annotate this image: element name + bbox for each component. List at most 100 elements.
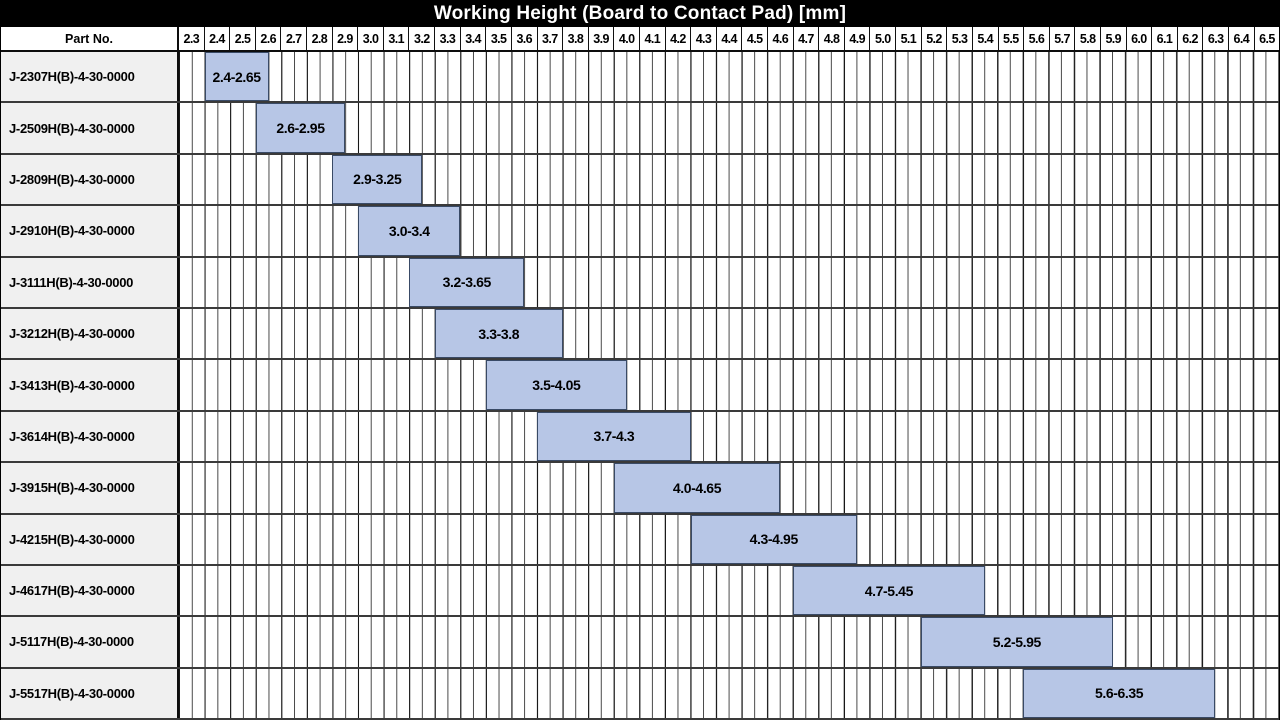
range-bar: 3.0-3.4 bbox=[358, 206, 461, 256]
axis-tick-label: 6.0 bbox=[1125, 27, 1152, 50]
range-bar: 5.6-6.35 bbox=[1023, 668, 1216, 719]
range-bar: 2.6-2.95 bbox=[255, 103, 346, 153]
axis-tick-label: 2.3 bbox=[183, 31, 200, 46]
range-bar-label: 2.6-2.95 bbox=[276, 120, 325, 137]
range-bar-label: 4.7-5.45 bbox=[864, 582, 914, 599]
table-row: J-3212H(B)-4-30-0000 3.3-3.8 bbox=[1, 308, 1279, 361]
axis-tick-label: 5.1 bbox=[895, 27, 921, 50]
range-bar: 5.2-5.95 bbox=[920, 617, 1113, 667]
axis-tick-label: 3.2 bbox=[408, 27, 434, 50]
part-no-column-header: Part No. bbox=[1, 27, 179, 50]
axis-tick-label: 2.6 bbox=[254, 27, 281, 50]
range-bar: 3.7-4.3 bbox=[537, 411, 691, 462]
axis-tick-label: 4.6 bbox=[767, 27, 793, 50]
axis-tick-label: 3.5 bbox=[485, 27, 511, 50]
chart-title-bar: Working Height (Board to Contact Pad) [m… bbox=[1, 0, 1279, 27]
part-number: J-3111H(B)-4-30-0000 bbox=[1, 257, 179, 307]
row-grid: 3.7-4.3 bbox=[179, 411, 1279, 462]
table-row: J-3413H(B)-4-30-0000 3.5-4.05 bbox=[1, 360, 1279, 412]
axis-tick-label: 5.3 bbox=[946, 27, 972, 50]
range-bar-label: 2.4-2.65 bbox=[212, 68, 261, 85]
axis-tick-label: 5.7 bbox=[1048, 27, 1075, 50]
range-bar-label: 4.0-4.65 bbox=[672, 479, 722, 496]
range-bar: 3.3-3.8 bbox=[434, 308, 563, 359]
range-bar: 4.3-4.95 bbox=[690, 514, 857, 564]
axis-tick-label: 4.2 bbox=[664, 27, 691, 50]
axis-tick-label: 3.4 bbox=[459, 27, 486, 50]
axis-tick-label: 4.8 bbox=[818, 27, 844, 50]
part-number: J-2809H(B)-4-30-0000 bbox=[1, 154, 179, 205]
axis-tick-label: 4.0 bbox=[613, 27, 639, 50]
range-bar: 2.4-2.65 bbox=[204, 52, 269, 102]
range-bar-label: 3.0-3.4 bbox=[388, 222, 430, 239]
axis-tick-label: 3.6 bbox=[510, 27, 537, 50]
row-grid: 2.4-2.65 bbox=[179, 52, 1279, 102]
part-number: J-3915H(B)-4-30-0000 bbox=[1, 463, 179, 513]
table-row: J-2509H(B)-4-30-0000 2.6-2.95 bbox=[1, 103, 1279, 155]
range-bar-label: 3.5-4.05 bbox=[532, 377, 581, 394]
table-row: J-3614H(B)-4-30-0000 3.7-4.3 bbox=[1, 411, 1279, 464]
axis-tick-label: 6.1 bbox=[1151, 27, 1177, 50]
range-bar: 3.5-4.05 bbox=[485, 360, 627, 410]
part-number: J-2910H(B)-4-30-0000 bbox=[1, 206, 179, 256]
row-grid: 5.2-5.95 bbox=[179, 617, 1279, 667]
axis-tick-label: 5.4 bbox=[971, 27, 998, 50]
row-grid: 2.6-2.95 bbox=[179, 103, 1279, 153]
axis-tick-label: 4.5 bbox=[741, 27, 767, 50]
row-grid: 3.0-3.4 bbox=[179, 206, 1279, 256]
axis-tick-label: 6.4 bbox=[1227, 27, 1254, 50]
axis-tick-label: 4.3 bbox=[690, 27, 716, 50]
axis-tick-label: 4.9 bbox=[843, 27, 870, 50]
chart-rows: J-2307H(B)-4-30-0000 2.4-2.65 J-2509H(B)-4… bbox=[1, 52, 1279, 720]
chart-title: Working Height (Board to Contact Pad) [m… bbox=[433, 2, 847, 24]
axis-tick-label: 5.6 bbox=[1023, 27, 1049, 50]
row-grid: 4.7-5.45 bbox=[179, 565, 1279, 616]
axis-tick-label: 5.5 bbox=[997, 27, 1024, 50]
axis-tick-label: 5.9 bbox=[1099, 27, 1126, 50]
range-bar: 3.2-3.65 bbox=[409, 257, 525, 307]
part-number: J-2509H(B)-4-30-0000 bbox=[1, 103, 179, 153]
axis-tick-label: 5.8 bbox=[1074, 27, 1100, 50]
axis-tick-label: 3.3 bbox=[434, 27, 460, 50]
part-number: J-5117H(B)-4-30-0000 bbox=[1, 617, 179, 667]
table-row: J-2910H(B)-4-30-0000 3.0-3.4 bbox=[1, 206, 1279, 258]
part-number: J-3614H(B)-4-30-0000 bbox=[1, 411, 179, 462]
table-row: J-3915H(B)-4-30-0000 4.0-4.65 bbox=[1, 463, 1279, 515]
axis-tick-label: 2.5 bbox=[229, 27, 255, 50]
axis-tick-label: 3.1 bbox=[382, 27, 409, 50]
axis-tick-label: 3.9 bbox=[587, 27, 614, 50]
table-row: J-4617H(B)-4-30-0000 4.7-5.45 bbox=[1, 565, 1279, 618]
range-bar-label: 3.7-4.3 bbox=[593, 428, 635, 445]
range-bar-label: 3.2-3.65 bbox=[442, 274, 492, 291]
axis-tick-label: 6.2 bbox=[1176, 27, 1203, 50]
axis-tick-label: 2.7 bbox=[280, 27, 306, 50]
axis-tick-label: 2.4 bbox=[203, 27, 230, 50]
row-grid: 3.5-4.05 bbox=[179, 360, 1279, 410]
range-bar-label: 5.6-6.35 bbox=[1095, 685, 1144, 702]
axis-tick-label: 3.8 bbox=[562, 27, 588, 50]
part-number: J-2307H(B)-4-30-0000 bbox=[1, 52, 179, 102]
axis-tick-label: 6.3 bbox=[1202, 27, 1228, 50]
axis-ticks: 2.3 2.4 2.5 2.6 2.7 2.8 2.9 3.0 3.1 3.2 3.3 3.4 3.5 3… bbox=[179, 27, 1279, 50]
axis-tick-label: 4.1 bbox=[638, 27, 665, 50]
part-number: J-3413H(B)-4-30-0000 bbox=[1, 360, 179, 410]
table-row: J-2809H(B)-4-30-0000 2.9-3.25 bbox=[1, 154, 1279, 207]
axis-tick-label: 4.7 bbox=[792, 27, 819, 50]
row-grid: 5.6-6.35 bbox=[179, 668, 1279, 719]
axis-header-row: Part No. 2.3 2.4 2.5 2.6 2.7 2.8 2.9 3.0 3.1 3.2 3… bbox=[1, 27, 1279, 52]
table-row: J-5117H(B)-4-30-0000 5.2-5.95 bbox=[1, 617, 1279, 669]
part-number: J-5517H(B)-4-30-0000 bbox=[1, 668, 179, 719]
part-number: J-4215H(B)-4-30-0000 bbox=[1, 514, 179, 564]
axis-tick-label: 5.0 bbox=[869, 27, 895, 50]
range-bar-label: 4.3-4.95 bbox=[749, 531, 799, 548]
axis-tick-label: 6.5 bbox=[1253, 27, 1280, 50]
table-row: J-4215H(B)-4-30-0000 4.3-4.95 bbox=[1, 514, 1279, 566]
axis-tick-label: 2.9 bbox=[331, 27, 358, 50]
part-number: J-3212H(B)-4-30-0000 bbox=[1, 308, 179, 359]
row-grid: 2.9-3.25 bbox=[179, 154, 1279, 205]
table-row: J-3111H(B)-4-30-0000 3.2-3.65 bbox=[1, 257, 1279, 309]
range-bar: 4.0-4.65 bbox=[613, 463, 781, 513]
range-bar-label: 2.9-3.25 bbox=[353, 171, 402, 188]
table-row: J-5517H(B)-4-30-0000 5.6-6.35 bbox=[1, 668, 1279, 720]
